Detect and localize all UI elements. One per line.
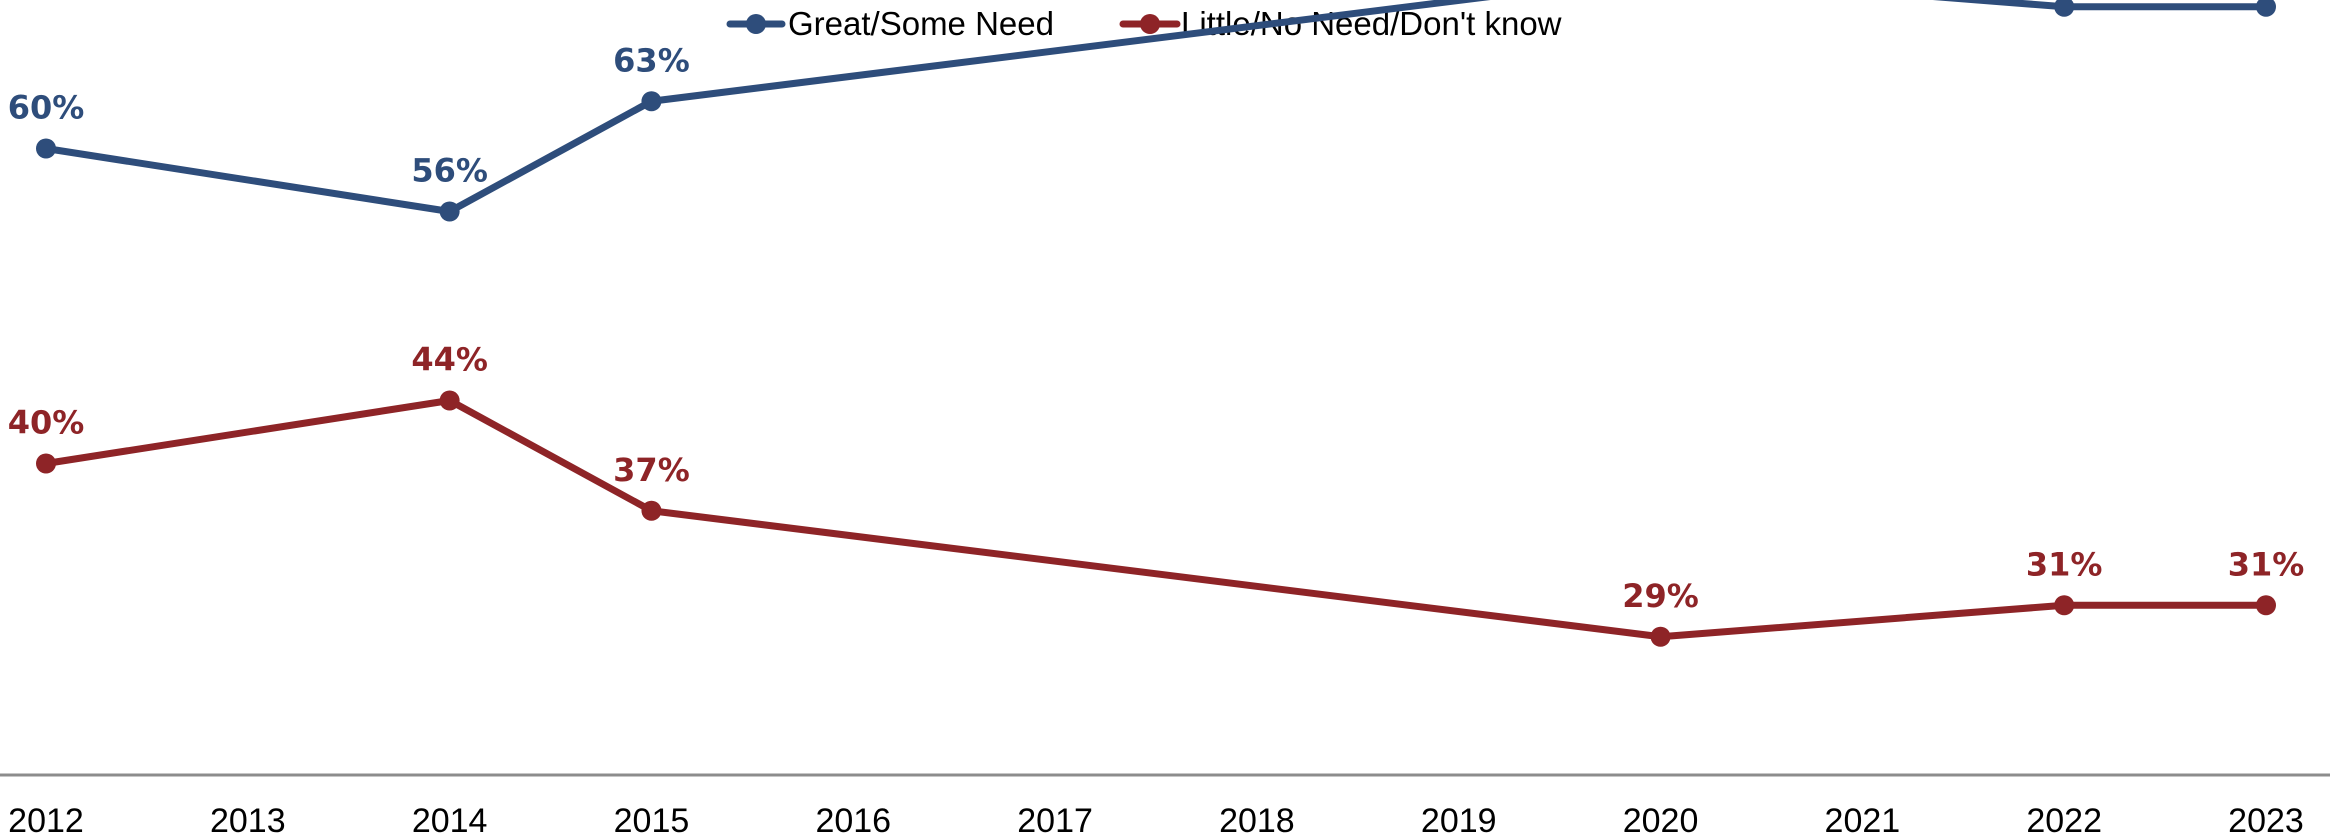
series-2-point-2015 xyxy=(641,500,662,521)
series-2: 40% 44% 37% 29% 31% 31% xyxy=(8,341,2305,647)
series-2-data-label-2012: 40% xyxy=(8,404,85,442)
x-tick-label-2012: 2012 xyxy=(8,802,84,838)
series-2-data-label-2015: 37% xyxy=(613,451,690,489)
x-tick-label-2016: 2016 xyxy=(815,802,891,838)
series-2-point-2014 xyxy=(439,390,460,411)
x-tick-label-2020: 2020 xyxy=(1623,802,1699,838)
chart-legend: Great/Some Need Little/No Need/Don't know xyxy=(726,5,1562,42)
series-2-data-label-2023: 31% xyxy=(2228,545,2305,583)
series-1-data-label-2014: 56% xyxy=(411,152,488,190)
x-tick-label-2018: 2018 xyxy=(1219,802,1295,838)
series-1-line xyxy=(42,0,2270,215)
series-1-point-2023 xyxy=(2256,0,2276,17)
series-1-point-2014 xyxy=(439,201,460,222)
series-1-point-2022 xyxy=(2054,0,2075,17)
series-2-data-label-2020: 29% xyxy=(1622,577,1699,615)
series-1-point-2015 xyxy=(641,91,662,112)
x-tick-label-2021: 2021 xyxy=(1825,802,1901,838)
legend-marker-1 xyxy=(746,14,766,34)
series-2-data-label-2022: 31% xyxy=(2026,545,2103,583)
legend-label-1: Great/Some Need xyxy=(788,5,1054,42)
series-2-data-label-2014: 44% xyxy=(411,341,488,379)
x-tick-label-2017: 2017 xyxy=(1017,802,1093,838)
series-2-point-2022 xyxy=(2054,595,2075,616)
legend-item-1: Great/Some Need xyxy=(726,5,1054,42)
x-tick-label-2013: 2013 xyxy=(210,802,286,838)
series-1: 60%56%63%71%69%69% xyxy=(8,0,2276,222)
x-tick-label-2023: 2023 xyxy=(2228,802,2304,838)
x-tick-label-2022: 2022 xyxy=(2026,802,2102,838)
series-2-line xyxy=(42,397,2270,641)
series-2-point-2020 xyxy=(1650,626,1671,647)
series-1-data-label-2015: 63% xyxy=(613,41,690,79)
x-tick-label-2019: 2019 xyxy=(1421,802,1497,838)
series-1-data-label-2012: 60% xyxy=(8,89,85,127)
x-tick-label-2014: 2014 xyxy=(412,802,488,838)
series-2-point-2012 xyxy=(36,453,56,474)
series-2-point-2023 xyxy=(2256,595,2276,616)
series-1-point-2012 xyxy=(36,138,56,159)
x-tick-label-2015: 2015 xyxy=(614,802,690,838)
x-axis-tick-labels: 2012 2013 2014 2015 2016 2017 2018 2019 2020 2021… xyxy=(8,802,2304,838)
series-layer: 60%56%63%71%69%69%40%44%37%29%31%31% xyxy=(8,0,2305,647)
legend-marker-2 xyxy=(1140,14,1160,34)
